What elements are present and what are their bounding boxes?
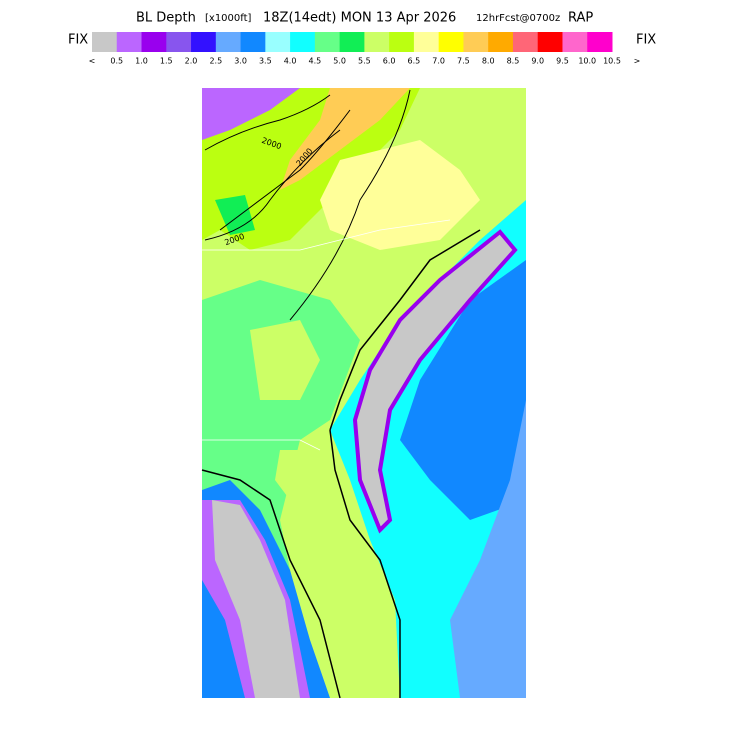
colorbar-label: 8.0 (482, 57, 495, 66)
colorbar-label: 9.5 (556, 57, 569, 66)
field-lime3 (300, 520, 400, 698)
field-lime2 (275, 450, 315, 500)
colorbar-swatch (265, 32, 291, 52)
colorbar-label: 7.5 (457, 57, 470, 66)
colorbar-swatch (92, 32, 118, 52)
colorbar-label: 5.0 (333, 57, 346, 66)
colorbar-label: 0.5 (110, 57, 123, 66)
map: 2000 2000 2000 (201, 88, 526, 699)
colorbar-label: 10.5 (603, 57, 621, 66)
colorbar-label: 3.5 (259, 57, 272, 66)
colorbar-swatch (537, 32, 563, 52)
map-field (202, 88, 526, 698)
colorbar-swatch (191, 32, 217, 52)
colorbar-swatch (512, 32, 539, 52)
colorbar-swatch (141, 32, 167, 52)
field-blue (400, 260, 526, 520)
fix-right: FIX (636, 33, 656, 48)
colorbar-swatch (314, 32, 341, 52)
field-purple (202, 88, 300, 140)
colorbar-swatch (339, 32, 365, 52)
colorbar-label: 1.0 (135, 57, 148, 66)
title-fcst: 12hrFcst@0700z (476, 13, 560, 24)
contours (201, 89, 481, 699)
colorbar-swatch (438, 32, 464, 52)
colorbar-swatch (562, 32, 588, 52)
colorbar-label: 7.0 (432, 57, 445, 66)
colorbar: <0.5 1.0 1.5 2.0 2.5 3.0 3.5 4.0 4.5 5.0 5.5 6.0 6.5… (89, 32, 641, 66)
colorbar-swatch (488, 32, 514, 52)
colorbar-swatch (240, 32, 266, 52)
title-time: 18Z(14edt) MON 13 Apr 2026 (263, 11, 456, 26)
fix-left: FIX (68, 33, 88, 48)
colorbar-label: 10.0 (578, 57, 596, 66)
colorbar-swatch (364, 32, 390, 52)
coastline (329, 229, 481, 431)
contour (219, 109, 351, 231)
colorbar-swatch (587, 32, 613, 52)
contour (289, 89, 411, 321)
colorbar-label: 2.0 (185, 57, 198, 66)
state-border (202, 219, 451, 251)
colorbar-label: < (89, 57, 96, 66)
borders (202, 219, 451, 451)
coastline (201, 469, 341, 699)
state-border (202, 439, 321, 451)
title-units: [x1000ft] (205, 13, 252, 24)
field-orange (280, 88, 410, 190)
field-dgreen (215, 195, 255, 235)
field-gray-ocean (352, 229, 518, 534)
field-gulf-gray (212, 500, 300, 698)
contour (204, 94, 331, 151)
colorbar-label: 9.0 (531, 57, 544, 66)
colorbar-swatch (463, 32, 489, 52)
field-lblue (450, 400, 526, 698)
colorbar-label: 4.0 (284, 57, 297, 66)
coastline (329, 429, 401, 698)
contour (204, 129, 341, 241)
colorbar-label: 2.5 (209, 57, 222, 66)
colorbar-swatch (116, 32, 143, 52)
title-model: RAP (568, 11, 593, 26)
colorbar-label: 1.5 (160, 57, 173, 66)
colorbar-swatch (389, 32, 415, 52)
colorbar-label: 6.0 (383, 57, 396, 66)
colorbar-swatch (290, 32, 316, 52)
colorbar-label: 4.5 (308, 57, 321, 66)
colorbar-label: 8.5 (507, 57, 520, 66)
title-main: BL Depth (136, 11, 196, 26)
colorbar-label: 3.0 (234, 57, 247, 66)
field-lime (250, 320, 320, 400)
colorbar-swatch (413, 32, 440, 52)
colorbar-swatch (166, 32, 192, 52)
colorbar-label: > (634, 57, 641, 66)
field-yellow (320, 140, 480, 250)
colorbar-swatch (215, 32, 242, 52)
colorbar-label: 6.5 (408, 57, 421, 66)
colorbar-label: 5.5 (358, 57, 371, 66)
